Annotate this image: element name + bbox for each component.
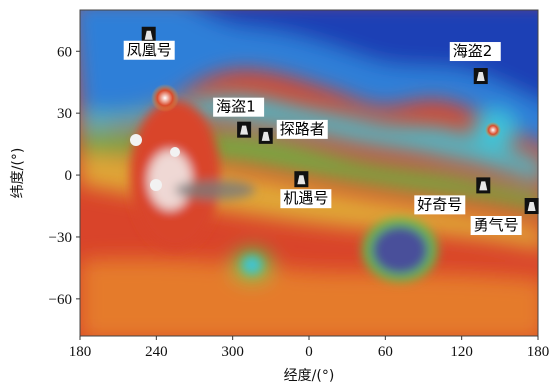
lander-marker: 凤凰号	[123, 26, 175, 60]
valles-marineris	[175, 180, 255, 200]
x-tick-label: 300	[221, 344, 244, 360]
x-tick-label: 60	[378, 344, 393, 360]
lander-label: 凤凰号	[127, 41, 172, 59]
lander-label-background	[470, 216, 522, 236]
argyre-basin	[242, 256, 262, 274]
northern-deep	[195, 10, 538, 101]
lander-marker: 机遇号	[280, 171, 332, 209]
topography-map	[80, 10, 538, 336]
x-tick-label: 180	[527, 344, 549, 360]
lander-label-background	[414, 195, 466, 215]
lander-label: 探路者	[280, 120, 325, 138]
lander-icon	[144, 30, 153, 40]
x-tick-label: 0	[305, 344, 313, 360]
tharsis-peak-2	[170, 147, 180, 157]
y-tick-label: −30	[49, 230, 72, 246]
lander-label-background	[280, 189, 332, 209]
elysium-mons	[485, 122, 501, 138]
lander-label: 海盗1	[216, 98, 256, 116]
y-axis-title: 纬度/(°)	[10, 148, 26, 199]
lander-label: 勇气号	[474, 216, 519, 234]
hellas-basin	[372, 226, 428, 274]
x-tick-label: 240	[145, 344, 168, 360]
lander-label-background	[449, 42, 501, 62]
x-axis-ticks: 180 240 300 0 60 120 180	[69, 336, 549, 360]
lander-marker: 探路者	[258, 119, 328, 144]
lander-icon	[476, 72, 485, 82]
lander-icon	[297, 175, 306, 185]
y-tick-label: 30	[57, 106, 72, 122]
tharsis-peak-1	[130, 134, 142, 146]
x-tick-label: 180	[69, 344, 92, 360]
y-axis-ticks: 60 30 0 −30 −60	[49, 44, 80, 308]
olympus-mons	[151, 84, 179, 112]
lander-icon	[240, 125, 249, 135]
lander-marker: 好奇号	[414, 177, 491, 215]
y-tick-label: −60	[49, 292, 72, 308]
y-tick-label: 0	[65, 168, 73, 184]
y-tick-label: 60	[57, 44, 72, 60]
tharsis-peak-3	[150, 179, 162, 191]
lander-label: 机遇号	[283, 189, 328, 207]
lander-icon	[261, 131, 270, 141]
lander-icon	[479, 181, 488, 191]
southern-orange	[80, 258, 538, 336]
lander-marker: 海盗1	[213, 97, 265, 138]
x-tick-label: 120	[450, 344, 473, 360]
x-axis-title: 经度/(°)	[284, 368, 335, 384]
lander-label: 好奇号	[417, 195, 462, 213]
lander-label: 海盗2	[453, 42, 493, 60]
lander-marker: 海盗2	[449, 42, 501, 85]
lander-label-background	[213, 97, 265, 117]
lander-label-background	[276, 119, 328, 139]
lander-marker: 勇气号	[470, 198, 539, 236]
lander-icon	[527, 202, 536, 212]
lander-label-background	[123, 40, 175, 60]
